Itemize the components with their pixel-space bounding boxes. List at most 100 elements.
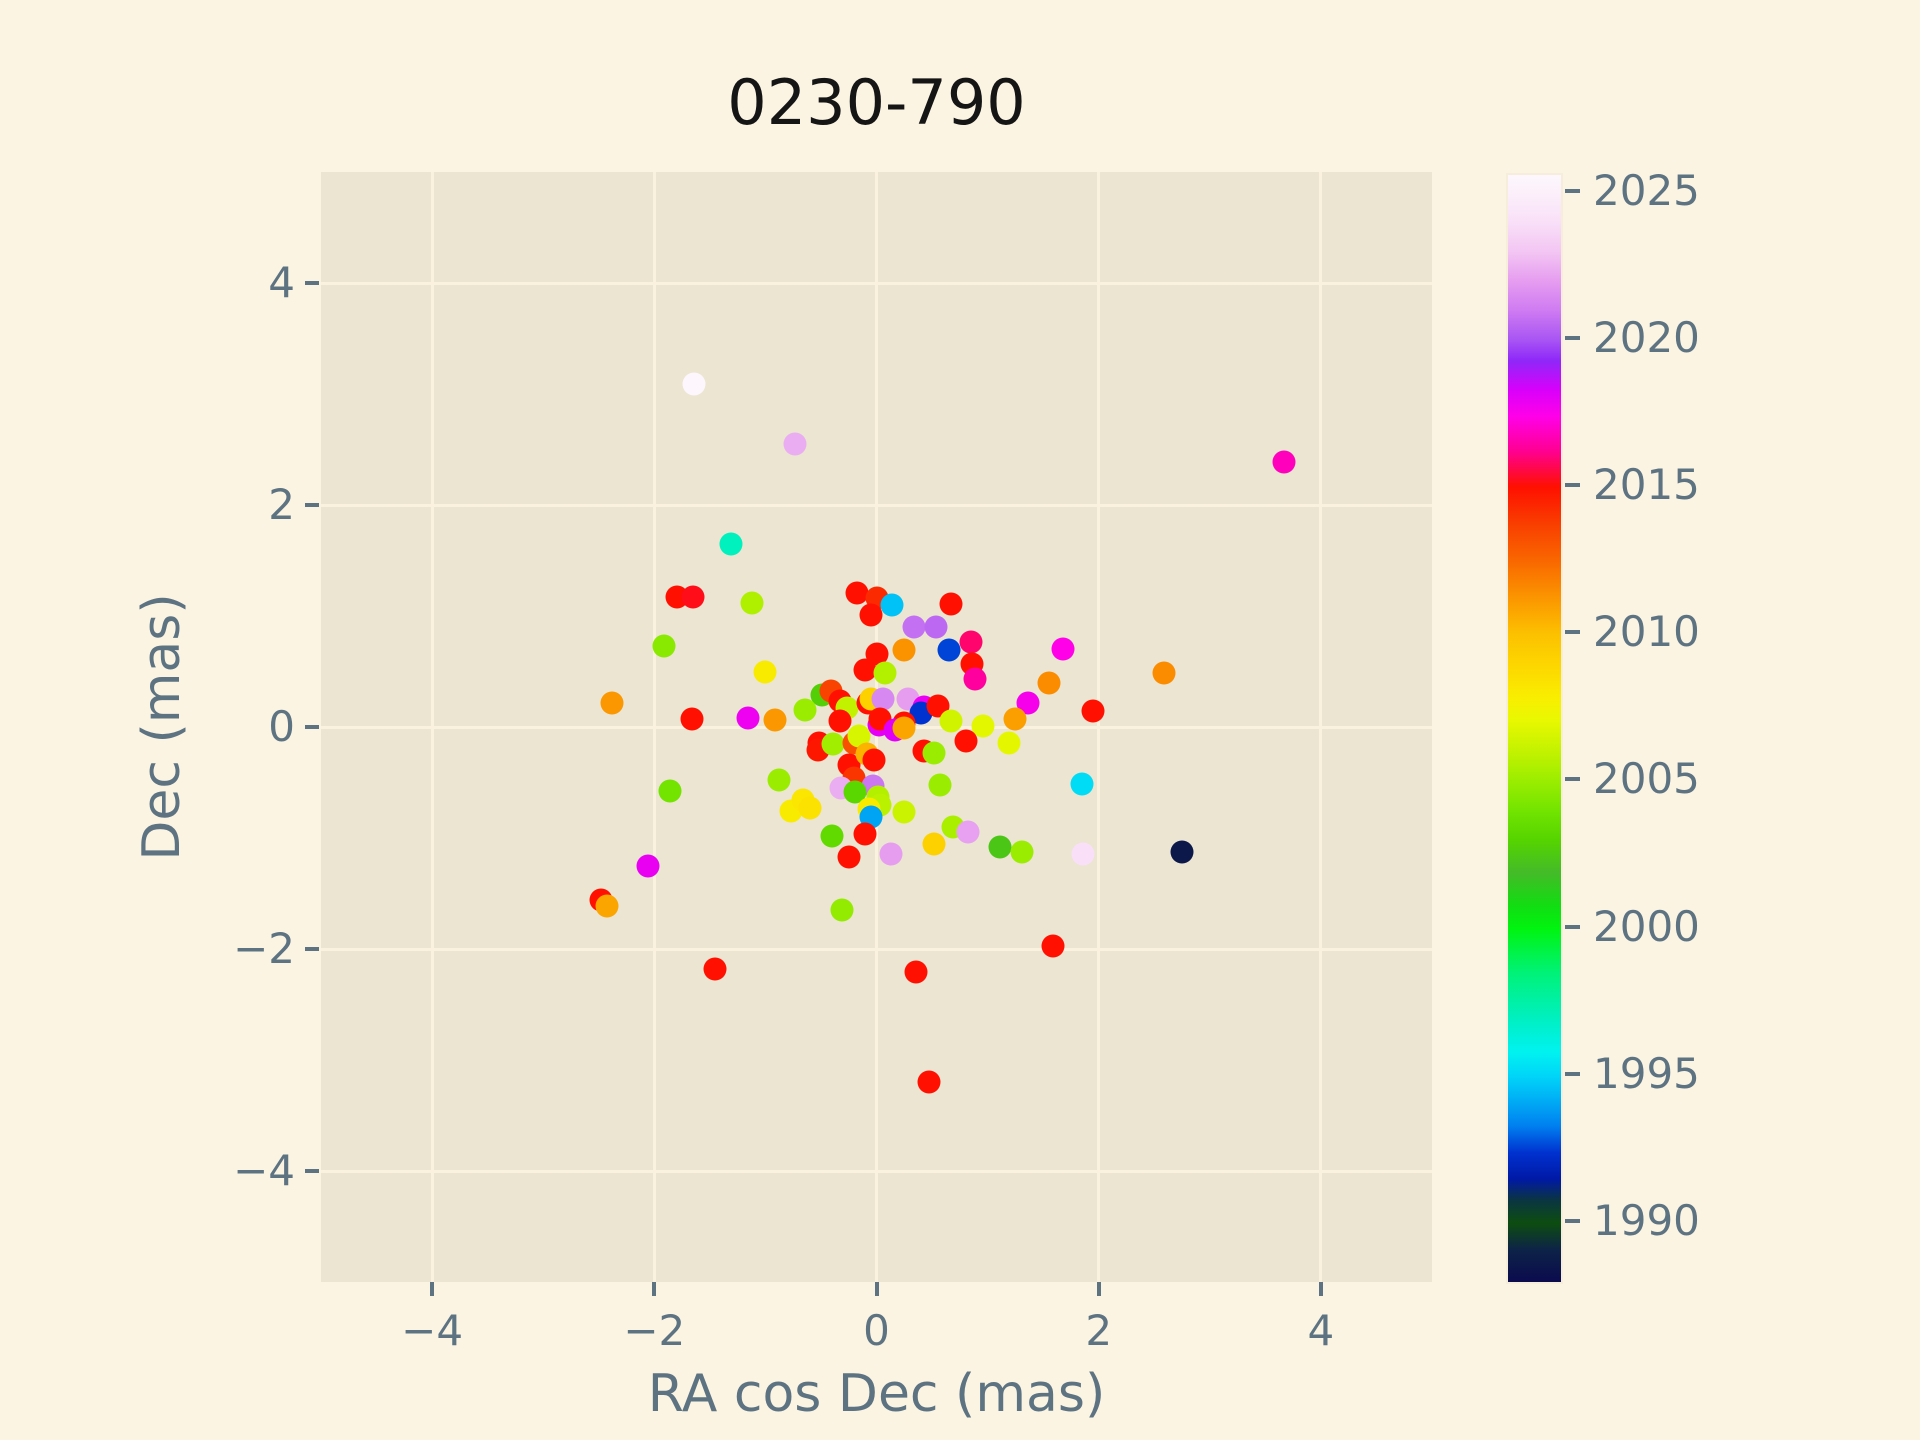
scatter-point xyxy=(1170,840,1194,864)
colorbar-tick-label: 1990 xyxy=(1593,1196,1700,1246)
scatter-point xyxy=(767,768,791,792)
scatter-point xyxy=(859,603,883,627)
colorbar-tick-label: 2020 xyxy=(1593,312,1700,362)
scatter-point xyxy=(879,842,903,866)
y-tick-label: −4 xyxy=(233,1146,295,1195)
scatter-point xyxy=(1070,772,1094,796)
scatter-point xyxy=(595,894,619,918)
scatter-point xyxy=(988,835,1012,859)
scatter-point xyxy=(963,667,987,691)
x-tick-label: 4 xyxy=(1307,1306,1335,1355)
scatter-point xyxy=(880,593,904,617)
scatter-point xyxy=(1081,699,1105,723)
scatter-point xyxy=(971,714,995,738)
gridline-horizontal xyxy=(321,947,1432,951)
scatter-point xyxy=(681,585,705,609)
scatter-point xyxy=(1272,450,1296,474)
scatter-point xyxy=(847,724,871,748)
y-tick-mark xyxy=(305,947,319,951)
scatter-point xyxy=(719,532,743,556)
x-tick-label: 0 xyxy=(863,1306,890,1355)
gridline-horizontal xyxy=(321,281,1432,285)
scatter-point xyxy=(1010,840,1034,864)
colorbar-tick-label: 2010 xyxy=(1593,607,1700,657)
scatter-point xyxy=(798,796,822,820)
colorbar-tick-mark xyxy=(1565,924,1580,929)
scatter-point xyxy=(736,706,760,730)
y-axis-label: Dec (mas) xyxy=(132,593,192,861)
scatter-point xyxy=(680,707,704,731)
x-tick-mark xyxy=(874,1282,879,1296)
scatter-point xyxy=(937,638,961,662)
gridline-horizontal xyxy=(321,1169,1432,1173)
colorbar-tick-mark xyxy=(1565,777,1580,782)
colorbar-tick-mark xyxy=(1565,483,1580,488)
scatter-point xyxy=(740,591,764,615)
scatter-point xyxy=(763,708,787,732)
scatter-point xyxy=(902,615,926,639)
y-tick-mark xyxy=(305,1169,319,1173)
plot-area xyxy=(321,172,1432,1282)
scatter-point xyxy=(830,898,854,922)
scatter-point xyxy=(703,957,727,981)
scatter-point xyxy=(783,432,807,456)
x-axis-label: RA cos Dec (mas) xyxy=(647,1364,1106,1424)
colorbar-tick-label: 2005 xyxy=(1593,754,1700,804)
scatter-point xyxy=(600,691,624,715)
y-tick-label: 0 xyxy=(268,702,295,751)
scatter-point xyxy=(892,716,916,740)
x-tick-mark xyxy=(1318,1282,1323,1296)
x-tick-label: −4 xyxy=(401,1306,464,1355)
scatter-point xyxy=(843,780,867,804)
colorbar-tick-mark xyxy=(1565,1071,1580,1076)
scatter-point xyxy=(922,741,946,765)
scatter-point xyxy=(1152,661,1176,685)
scatter-point xyxy=(871,687,895,711)
colorbar-tick-mark xyxy=(1565,1219,1580,1224)
y-tick-mark xyxy=(305,503,319,507)
colorbar-tick-label: 2000 xyxy=(1593,901,1700,951)
scatter-point xyxy=(862,748,886,772)
colorbar-tick-label: 2025 xyxy=(1593,165,1700,215)
scatter-point xyxy=(793,698,817,722)
scatter-point xyxy=(997,731,1021,755)
gridline-horizontal xyxy=(321,503,1432,507)
scatter-point xyxy=(928,773,952,797)
scatter-point xyxy=(956,820,980,844)
scatter-point xyxy=(652,634,676,658)
chart-title: 0230-790 xyxy=(727,66,1026,139)
scatter-point xyxy=(1051,637,1075,661)
scatter-point xyxy=(939,709,963,733)
scatter-point xyxy=(924,615,948,639)
x-tick-mark xyxy=(652,1282,657,1296)
y-tick-label: 4 xyxy=(268,258,295,307)
x-tick-mark xyxy=(430,1282,435,1296)
scatter-point xyxy=(1041,934,1065,958)
scatter-point xyxy=(682,372,706,396)
scatter-point xyxy=(917,1070,941,1094)
y-tick-mark xyxy=(305,725,319,729)
scatter-point xyxy=(1037,671,1061,695)
scatter-point xyxy=(892,638,916,662)
colorbar-tick-mark xyxy=(1565,188,1580,193)
scatter-point xyxy=(1003,707,1027,731)
scatter-point xyxy=(853,658,877,682)
y-tick-label: −2 xyxy=(233,924,295,973)
scatter-point xyxy=(837,845,861,869)
scatter-point xyxy=(892,800,916,824)
scatter-point xyxy=(658,779,682,803)
scatter-point xyxy=(954,729,978,753)
y-tick-label: 2 xyxy=(268,480,295,529)
scatter-point xyxy=(828,709,852,733)
colorbar-tick-label: 1995 xyxy=(1593,1048,1700,1098)
scatter-point xyxy=(845,581,868,605)
y-tick-mark xyxy=(305,281,319,285)
colorbar-tick-label: 2015 xyxy=(1593,460,1700,510)
scatter-point xyxy=(1071,842,1095,866)
scatter-point xyxy=(904,960,928,984)
colorbar-tick-mark xyxy=(1565,335,1580,340)
scatter-point xyxy=(853,822,877,846)
scatter-point xyxy=(959,630,983,654)
scatter-point xyxy=(873,661,897,685)
